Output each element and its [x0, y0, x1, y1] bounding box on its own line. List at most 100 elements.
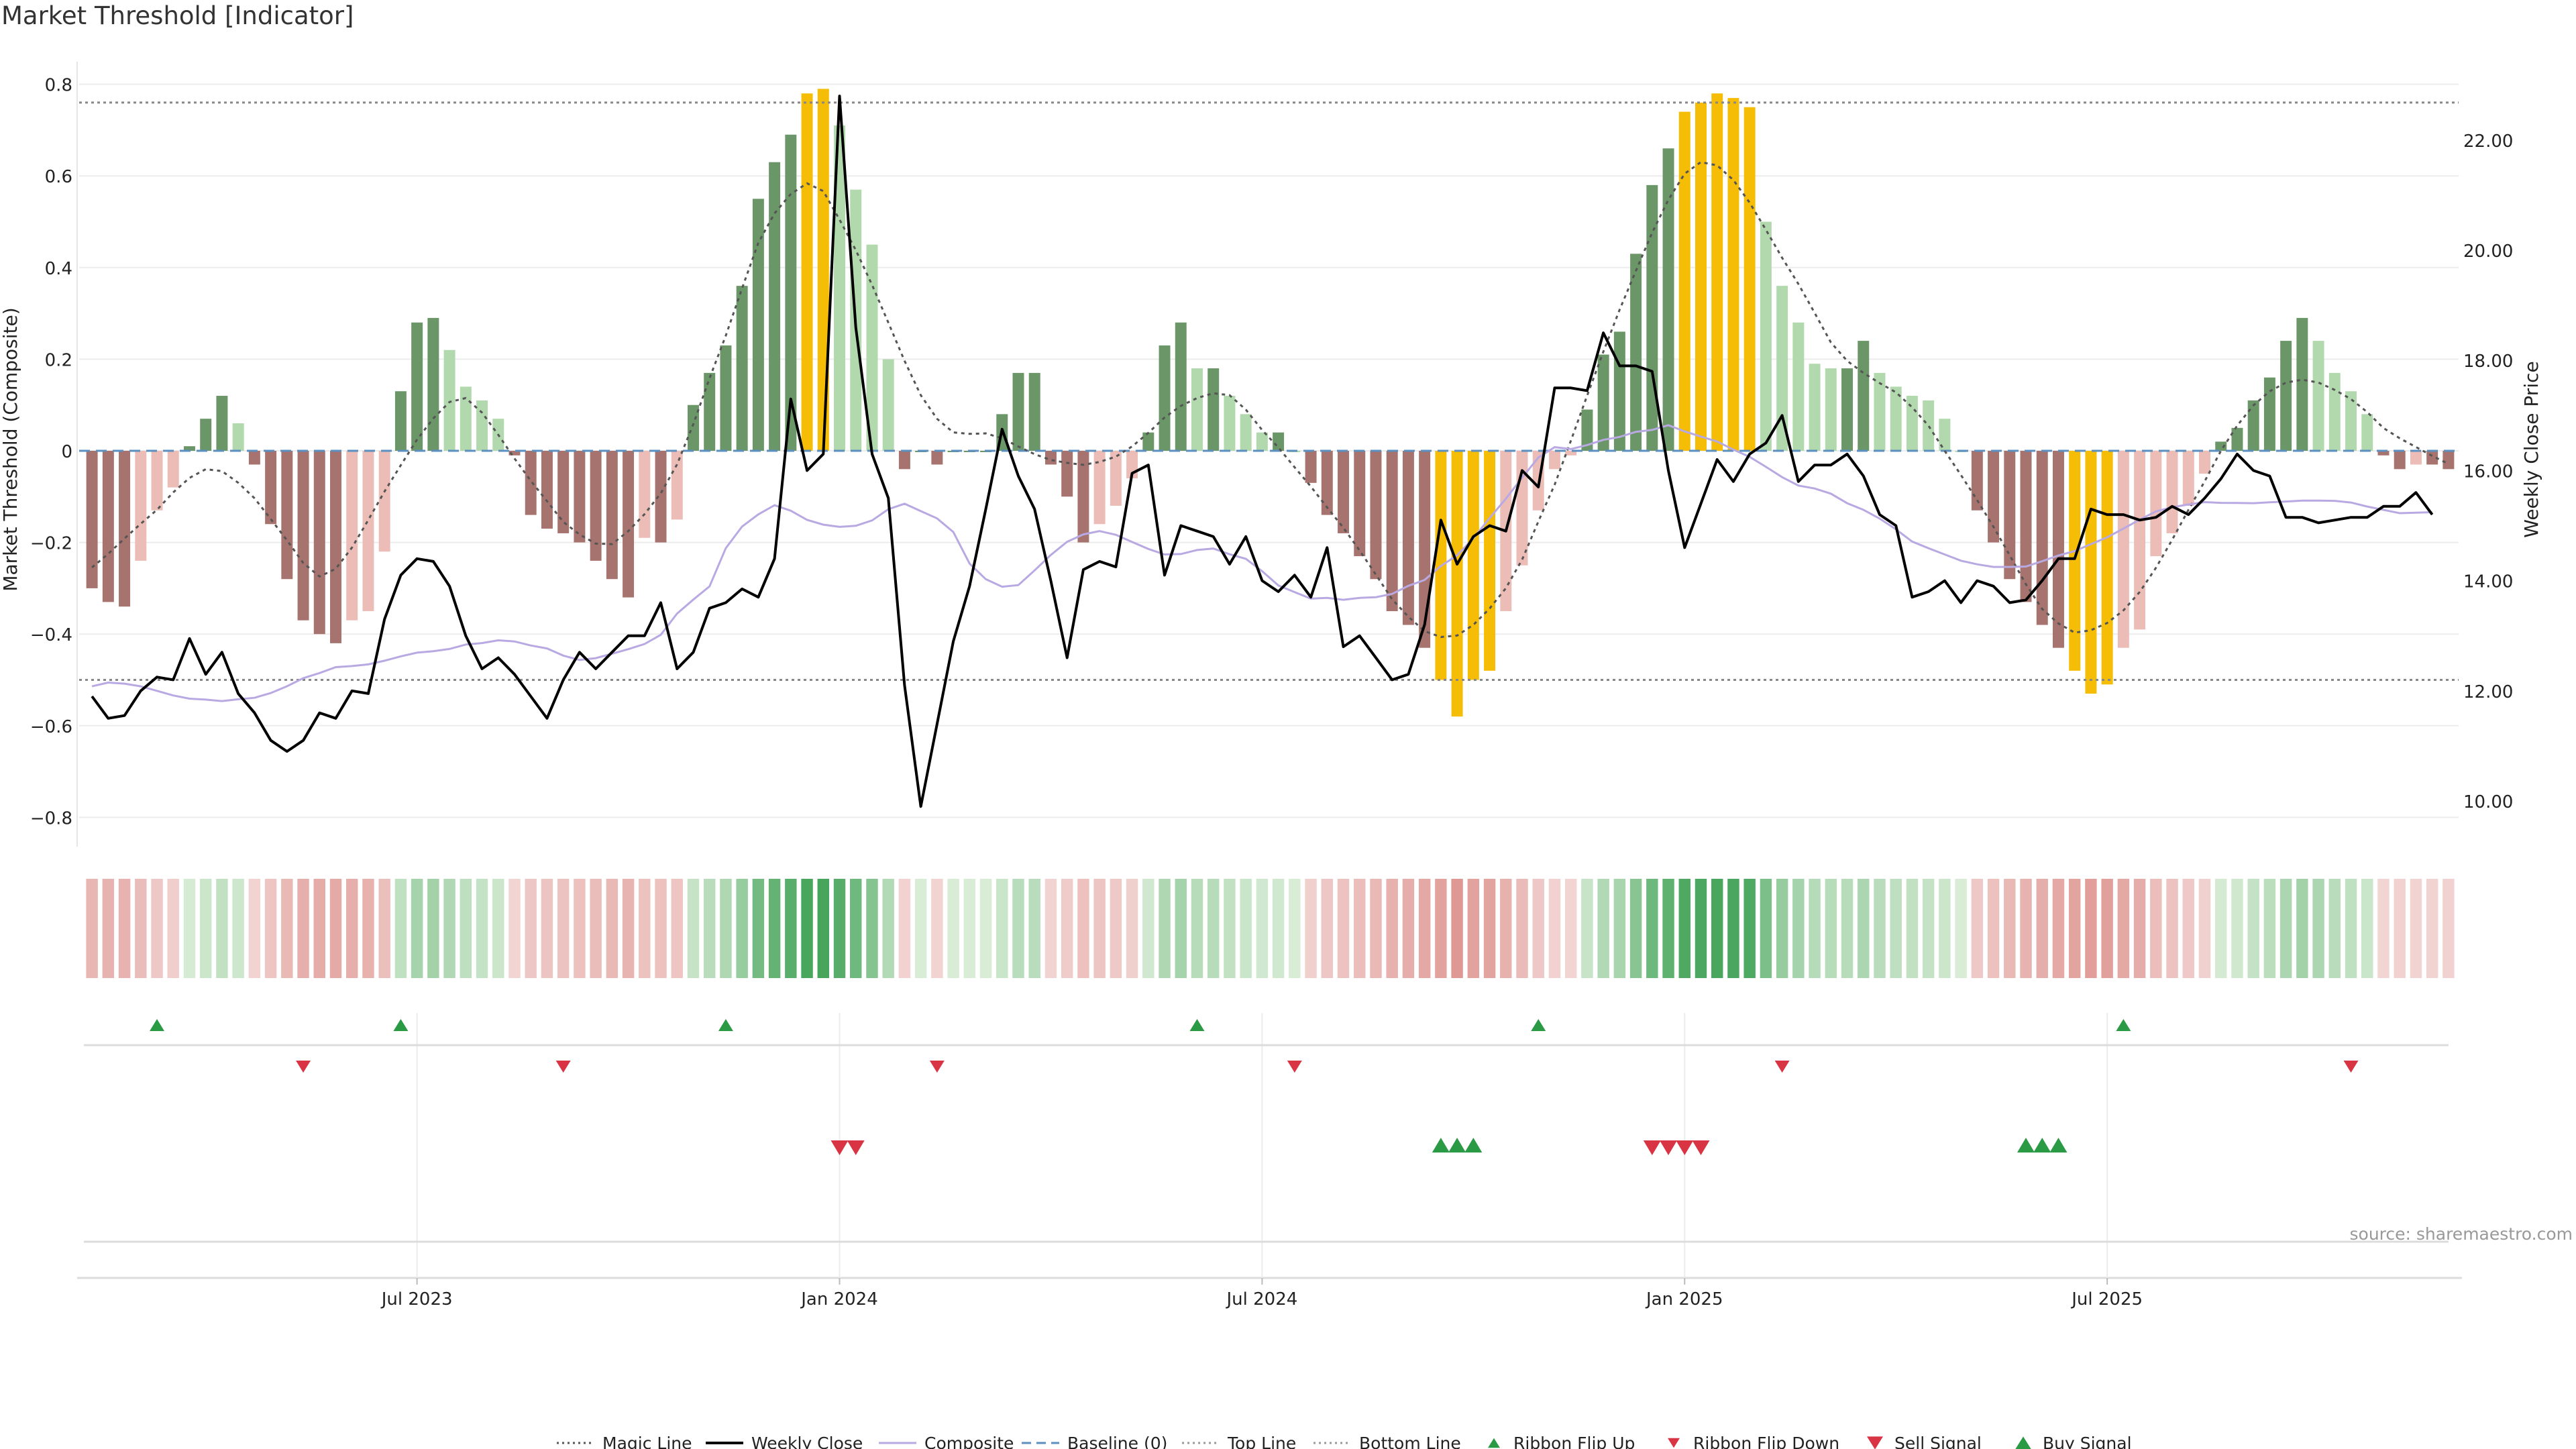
composite-bar: [151, 451, 163, 511]
composite-bar: [2394, 451, 2406, 470]
composite-bar: [1386, 451, 1398, 612]
composite-bar: [704, 372, 716, 451]
y-tick-left: 0.8: [45, 76, 72, 96]
composite-bar: [931, 451, 943, 465]
ribbon-cell: [2198, 879, 2211, 978]
buy-signal-marker: [2017, 1138, 2035, 1152]
composite-bar: [639, 451, 651, 538]
composite-bar: [2199, 451, 2210, 474]
legend-weekly-close: Weekly Close: [706, 1434, 863, 1449]
y-tick-left: 0: [61, 442, 72, 462]
composite-bar: [882, 359, 894, 451]
ribbon-cell: [768, 879, 781, 978]
composite-bar: [557, 451, 570, 533]
ribbon-cell: [1159, 879, 1171, 978]
composite-bar: [1338, 451, 1349, 533]
ribbon-cell: [1646, 879, 1658, 978]
composite-bar: [866, 244, 878, 451]
ribbon-cell: [1727, 879, 1739, 978]
ribbon-cell: [1028, 879, 1040, 978]
composite-bar: [574, 451, 586, 543]
composite-bar: [2361, 414, 2373, 451]
ribbon-cell: [248, 879, 261, 978]
ribbon-cell: [1906, 879, 1919, 978]
ribbon-cell: [118, 879, 131, 978]
composite-bar: [1159, 345, 1171, 451]
x-tick-label: Jul 2024: [1225, 1289, 1297, 1309]
axis-ticks: 0.8 0.6 0.4 0.2 0 −0.2 −0.4 −0.6 −0.8 22.00 20.00 1…: [30, 76, 2514, 829]
legend-magic-line: Magic Line: [557, 1434, 692, 1449]
ribbon-cell: [2345, 879, 2357, 978]
ribbon-cell: [1613, 879, 1626, 978]
composite-bar: [476, 400, 488, 451]
ribbon-cell: [541, 879, 553, 978]
ribbon-cell: [1500, 879, 1512, 978]
ribbon-cell: [1841, 879, 1854, 978]
legend-ribbon-flip-down-label: Ribbon Flip Down: [1693, 1434, 1839, 1449]
ribbon-cell: [102, 879, 115, 978]
composite-bar: [2231, 427, 2243, 451]
ribbon-cell: [1044, 879, 1057, 978]
legend-ribbon-flip-down-swatch: [1668, 1438, 1680, 1448]
ribbon-cell: [2085, 879, 2097, 978]
y-tick-right: 10.00: [2463, 792, 2513, 812]
ribbon-cell: [2279, 879, 2292, 978]
ribbon-cell: [1792, 879, 1805, 978]
ribbon-cell: [1142, 879, 1155, 978]
ribbon-cell: [1110, 879, 1122, 978]
ribbon-cell: [996, 879, 1008, 978]
y-tick-right: 16.00: [2463, 462, 2513, 482]
ribbon-cell: [1337, 879, 1350, 978]
regime-ribbon: [86, 879, 2455, 978]
ribbon-flip-down-marker: [1287, 1061, 1302, 1073]
composite-bar: [1906, 396, 1918, 451]
ribbon-cell: [622, 879, 635, 978]
composite-bar: [1630, 254, 1642, 451]
y-axis-label-right: Weekly Close Price: [2520, 361, 2542, 537]
composite-bar: [1321, 451, 1333, 515]
composite-bar: [1484, 451, 1496, 671]
composite-bar: [541, 451, 553, 529]
legend-sell-signal: Sell Signal: [1867, 1434, 1982, 1449]
composite-bar: [769, 162, 781, 451]
composite-bar: [720, 345, 732, 451]
composite-bar: [1240, 414, 1252, 451]
y-tick-left: −0.8: [30, 808, 72, 828]
composite-bar: [167, 451, 179, 488]
legend-sell-signal-label: Sell Signal: [1894, 1434, 1982, 1449]
ribbon-cell: [2150, 879, 2162, 978]
composite-bar: [834, 125, 845, 451]
ribbon-cell: [2215, 879, 2227, 978]
composite-bar: [1678, 111, 1690, 451]
ribbon-cell: [427, 879, 439, 978]
composite-bar: [1548, 451, 1560, 470]
composite-bar: [1890, 386, 1902, 451]
composite-bar: [1858, 341, 1870, 451]
composite-bar: [1646, 184, 1658, 451]
composite-bar: [1939, 419, 1951, 451]
ribbon-cell: [1516, 879, 1528, 978]
ribbon-cell: [882, 879, 894, 978]
composite-bar: [1662, 148, 1674, 451]
legend-magic-line-label: Magic Line: [602, 1434, 692, 1449]
composite-bar: [1613, 331, 1625, 451]
composite-bar: [1061, 451, 1073, 497]
composite-bar: [2182, 451, 2194, 506]
ribbon-cell: [1402, 879, 1415, 978]
ribbon-cell: [931, 879, 943, 978]
composite-bar: [525, 451, 537, 515]
ribbon-cell: [2004, 879, 2016, 978]
legend-bottom-line: Bottom Line: [1313, 1434, 1461, 1449]
legend-ribbon-flip-up-swatch: [1488, 1438, 1500, 1448]
composite-bar: [1597, 354, 1609, 451]
ribbon-cell: [574, 879, 586, 978]
composite-bar: [2410, 451, 2422, 465]
composite-bar: [606, 451, 618, 580]
composite-bar: [1516, 451, 1528, 566]
ribbon-flip-up-marker: [1531, 1019, 1546, 1031]
legend-buy-signal-label: Buy Signal: [2043, 1434, 2132, 1449]
ribbon-cell: [1939, 879, 1951, 978]
ribbon-cell: [1597, 879, 1609, 978]
ribbon-cell: [1256, 879, 1269, 978]
ribbon-cell: [508, 879, 521, 978]
